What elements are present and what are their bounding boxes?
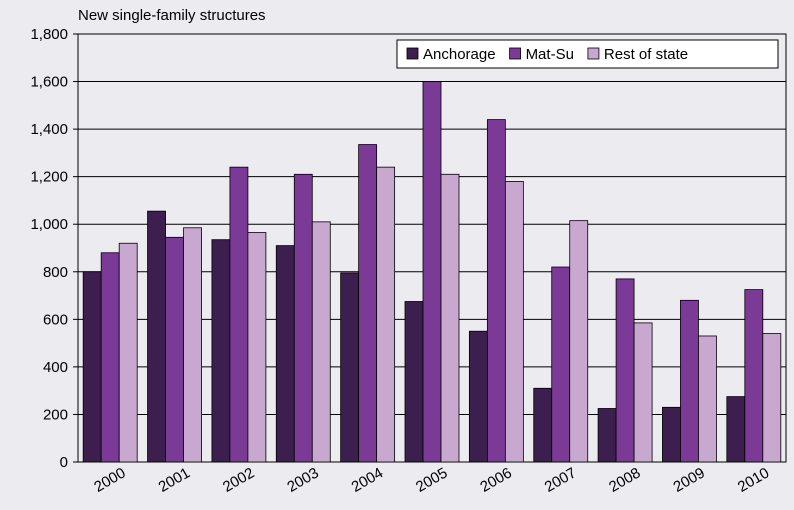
bar xyxy=(551,266,571,463)
bar xyxy=(486,119,506,463)
bar xyxy=(615,278,635,463)
bar xyxy=(147,210,166,463)
bar xyxy=(376,166,396,463)
bar xyxy=(422,81,442,463)
bar xyxy=(569,220,589,463)
legend-swatch xyxy=(509,47,521,60)
y-tick-label: 400 xyxy=(43,359,68,376)
bar xyxy=(597,408,617,463)
bar xyxy=(440,173,460,463)
bar xyxy=(633,322,653,463)
bar xyxy=(229,166,249,463)
bar xyxy=(680,299,699,463)
bar xyxy=(100,252,120,463)
y-tick-label: 1,400 xyxy=(30,121,68,138)
bar xyxy=(247,232,267,463)
bar xyxy=(726,396,746,463)
x-tick-label: 2010 xyxy=(735,464,772,495)
x-tick-label: 2007 xyxy=(542,464,579,495)
y-axis-label: New single-family structures xyxy=(78,7,266,24)
bar xyxy=(468,330,488,463)
y-tick-label: 1,600 xyxy=(30,74,68,91)
legend-label: Anchorage xyxy=(423,46,496,63)
bar xyxy=(404,301,424,463)
bar xyxy=(698,335,717,463)
y-tick-label: 0 xyxy=(60,454,68,471)
legend-label: Rest of state xyxy=(604,46,688,63)
bar xyxy=(82,271,102,463)
legend-box xyxy=(396,39,779,69)
y-tick-label: 1,000 xyxy=(30,216,68,233)
x-tick-label: 2009 xyxy=(671,464,708,495)
x-tick-label: 2008 xyxy=(606,464,643,495)
bar xyxy=(311,221,331,463)
bar xyxy=(275,245,295,463)
x-tick-label: 2004 xyxy=(349,464,386,495)
bar xyxy=(358,144,378,463)
x-tick-label: 2000 xyxy=(91,464,128,495)
x-tick-label: 2003 xyxy=(284,464,321,495)
x-tick-label: 2002 xyxy=(220,464,257,495)
legend-swatch xyxy=(587,47,600,60)
x-tick-label: 2005 xyxy=(413,464,450,495)
legend-swatch xyxy=(406,47,419,60)
y-tick-label: 200 xyxy=(43,406,68,423)
x-tick-label: 2006 xyxy=(477,464,514,495)
x-tick-label: 2001 xyxy=(156,464,193,495)
bar xyxy=(211,239,231,463)
bar xyxy=(662,406,681,463)
y-tick-label: 1,800 xyxy=(30,26,68,43)
y-tick-label: 1,200 xyxy=(30,169,68,186)
bar xyxy=(744,289,764,463)
bar xyxy=(118,242,138,463)
bar xyxy=(504,181,524,463)
y-tick-label: 600 xyxy=(43,311,68,328)
bar xyxy=(293,173,313,463)
bar xyxy=(340,272,360,463)
bar xyxy=(533,387,553,463)
bar xyxy=(183,227,202,463)
bar xyxy=(165,236,184,463)
legend-label: Mat-Su xyxy=(526,46,574,63)
bar xyxy=(762,333,782,463)
y-tick-label: 800 xyxy=(43,264,68,281)
